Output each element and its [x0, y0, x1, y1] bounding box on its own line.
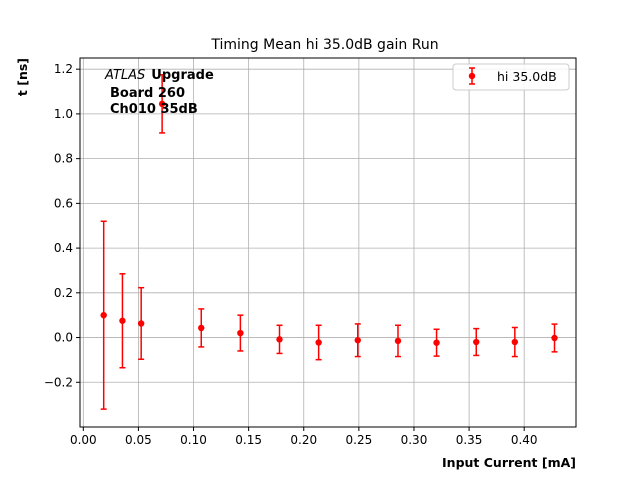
annotation-atlas: ATLAS	[104, 68, 145, 83]
y-axis-label: t [ns]	[15, 58, 30, 96]
x-tick-label: 0.25	[346, 433, 373, 447]
chart-title: Timing Mean hi 35.0dB gain Run	[210, 37, 438, 53]
data-point	[511, 338, 519, 346]
y-tick-label: −0.2	[44, 375, 73, 389]
x-tick-label: 0.35	[456, 433, 483, 447]
x-tick-label: 0.05	[125, 433, 152, 447]
legend: hi 35.0dB	[452, 63, 570, 91]
x-tick-label: 0.20	[290, 433, 317, 447]
y-axis: −0.2 0.0 0.2 0.4 0.6 0.8 1.0 1.2	[44, 62, 80, 389]
data-point	[158, 100, 166, 108]
annotation-board: Board 260	[110, 86, 185, 101]
y-tick-label: 0.2	[54, 286, 73, 300]
grid	[80, 58, 576, 427]
data-point	[100, 311, 107, 319]
x-tick-label: 0.15	[235, 433, 262, 447]
legend-point	[468, 72, 476, 80]
data-point	[354, 337, 361, 344]
y-tick-label: 1.2	[54, 62, 73, 76]
plot-frame	[79, 57, 577, 428]
data-point	[119, 317, 126, 324]
y-tick-label: 0.4	[54, 241, 73, 255]
atlas-annotation: ATLAS Upgrade Board 260 Ch010 35dB	[104, 68, 214, 117]
data-layer	[100, 74, 558, 410]
data-point	[551, 334, 558, 342]
data-point	[198, 324, 205, 332]
y-tick-label: 0.0	[54, 331, 73, 345]
x-tick-label: 0.00	[70, 433, 97, 447]
data-point	[433, 339, 440, 346]
annotation-line-1: ATLAS Upgrade	[104, 68, 214, 83]
legend-label: hi 35.0dB	[497, 69, 557, 84]
annotation-channel: Ch010 35dB	[110, 102, 198, 117]
x-tick-label: 0.40	[511, 433, 538, 447]
y-tick-label: 0.8	[54, 152, 73, 166]
x-tick-label: 0.30	[401, 433, 428, 447]
legend-frame	[452, 63, 570, 91]
data-point	[237, 329, 244, 337]
legend-marker	[468, 67, 476, 85]
annotation-upgrade: Upgrade	[151, 68, 214, 83]
y-tick-label: 1.0	[54, 107, 73, 121]
data-point	[394, 337, 402, 345]
x-tick-label: 0.10	[180, 433, 207, 447]
data-point	[137, 320, 145, 327]
x-axis-label: Input Current [mA]	[442, 455, 576, 470]
y-tick-label: 0.6	[54, 196, 73, 210]
x-axis: 0.00 0.05 0.10 0.15 0.20 0.25 0.30 0.35 0.40	[70, 427, 538, 447]
data-point	[473, 338, 480, 346]
data-point	[276, 336, 283, 343]
data-point	[315, 339, 322, 346]
